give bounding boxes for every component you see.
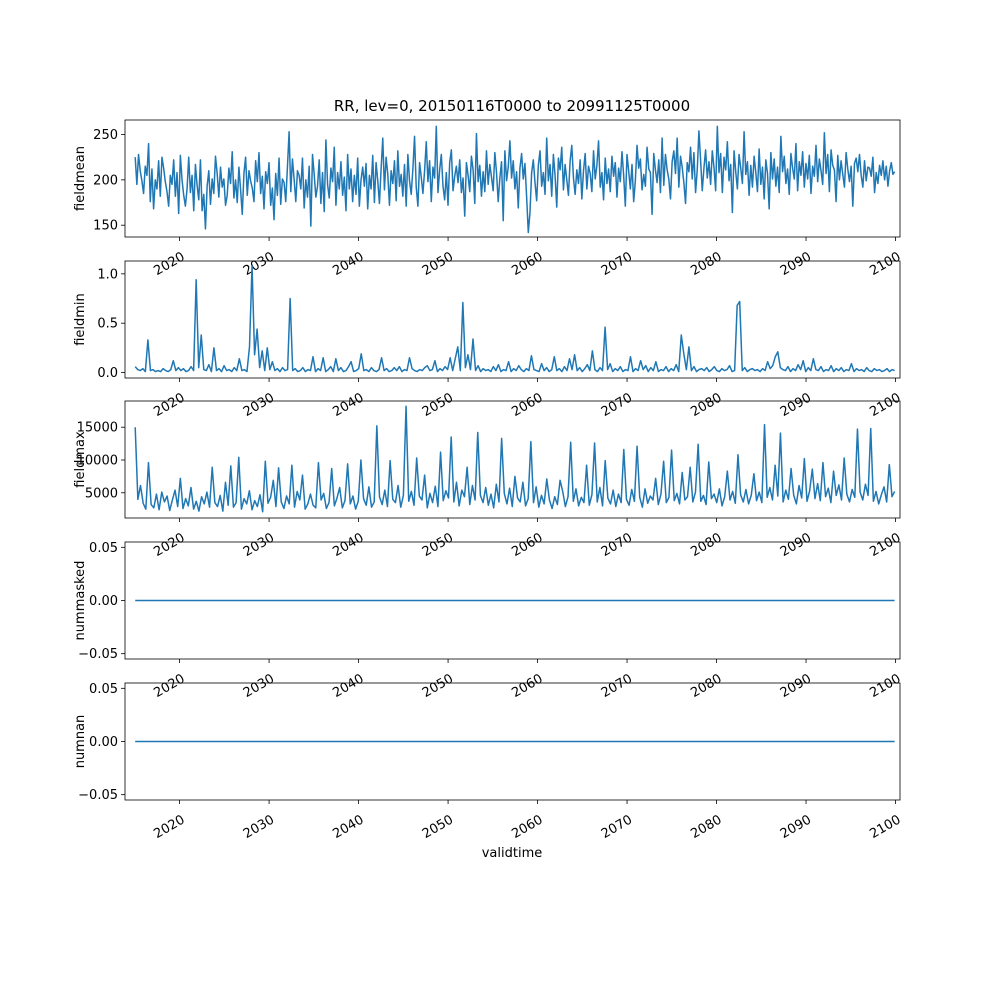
y-tick-label: 250	[93, 128, 118, 143]
y-tick-label: 10000	[77, 453, 118, 468]
series-line-fieldmean	[134, 125, 896, 234]
y-axis-label: numnan	[73, 715, 88, 769]
y-tick-label: 0.00	[89, 735, 118, 750]
y-axis-label: fieldmin	[73, 293, 88, 346]
y-tick-label: 0.05	[89, 541, 118, 556]
y-axis-label: fieldmax	[73, 431, 88, 488]
y-tick-label: 0.5	[97, 317, 118, 332]
y-tick-label: −0.05	[78, 788, 118, 803]
y-axis-label: nummasked	[73, 561, 88, 641]
axes-frame	[124, 682, 901, 801]
y-tick-label: 1.0	[97, 267, 118, 282]
axes-frame	[124, 119, 901, 238]
y-tick-label: 200	[93, 173, 118, 188]
y-tick-label: 5000	[85, 486, 118, 501]
y-tick-label: 0.00	[89, 594, 118, 609]
y-tick-label: 0.05	[89, 682, 118, 697]
x-axis-label: validtime	[482, 846, 543, 861]
series-line-fieldmin	[134, 265, 895, 373]
y-tick-label: −0.05	[78, 647, 118, 662]
y-tick-label: 0.0	[97, 366, 118, 381]
axes-frame	[124, 260, 901, 379]
series-line-fieldmax	[134, 405, 896, 513]
y-tick-label: 15000	[77, 421, 118, 436]
axes-frame	[124, 400, 901, 519]
y-axis-label: fieldmean	[73, 146, 88, 211]
y-tick-label: 150	[93, 219, 118, 234]
chart-title: RR, lev=0, 20150116T0000 to 20991125T000…	[334, 97, 690, 115]
axes-frame	[124, 541, 901, 660]
